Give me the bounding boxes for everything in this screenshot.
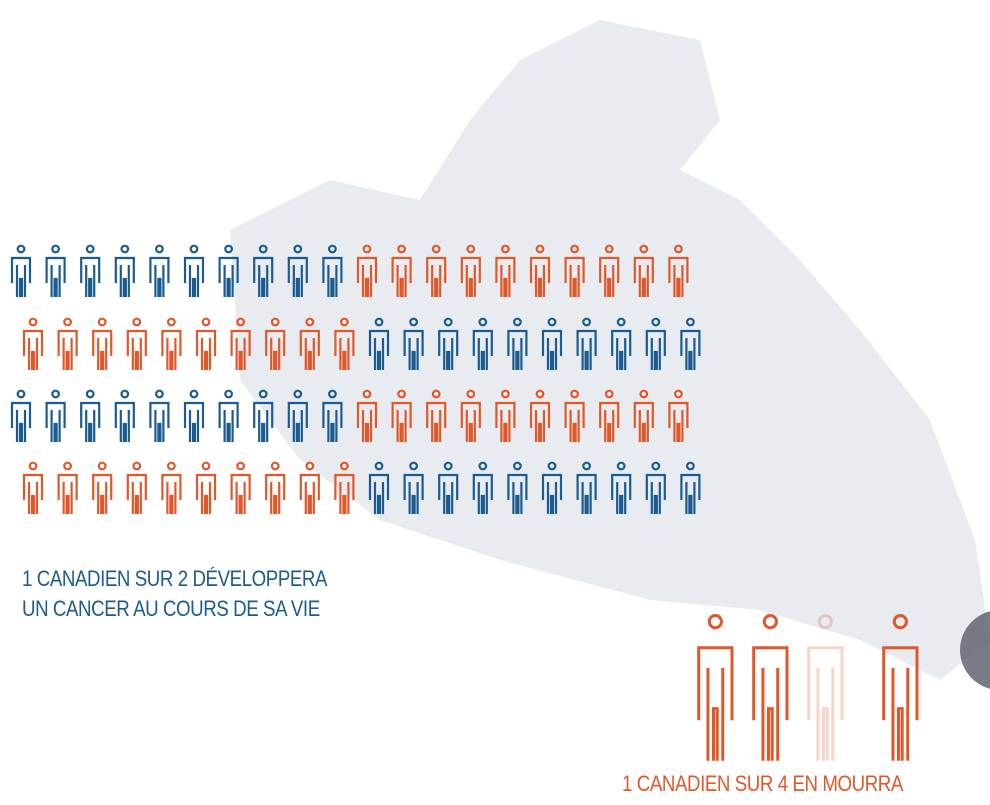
page: {"infographic": {"caption_1": {"line_1":… xyxy=(0,0,990,805)
person-icon xyxy=(266,463,284,514)
icon-part xyxy=(64,463,71,470)
icon-part xyxy=(93,331,111,370)
person-icon xyxy=(128,319,146,370)
icon-part xyxy=(203,463,210,470)
icon-part xyxy=(52,391,59,398)
map-background xyxy=(230,20,990,680)
person-icon xyxy=(699,615,732,760)
icon-part xyxy=(99,319,106,326)
icon-part xyxy=(47,403,65,442)
graphic xyxy=(0,0,990,805)
icon-part xyxy=(168,319,175,326)
icon-part xyxy=(150,258,168,297)
icon-part xyxy=(197,475,215,514)
icon-part xyxy=(12,403,30,442)
icon-part xyxy=(99,463,106,470)
icon-part xyxy=(128,331,146,370)
icon-part xyxy=(18,391,25,398)
icon-part xyxy=(30,319,37,326)
icon-part xyxy=(301,475,319,514)
icon-part xyxy=(225,246,232,253)
person-icon xyxy=(93,319,111,370)
icon-part xyxy=(168,463,175,470)
icon-part xyxy=(128,475,146,514)
icon-part xyxy=(185,258,203,297)
person-icon xyxy=(754,615,787,760)
icon-part xyxy=(134,319,141,326)
caption-line: UN CANCER AU COURS DE SA VIE xyxy=(22,596,320,622)
icon-part xyxy=(191,391,198,398)
icon-part xyxy=(809,648,842,761)
icon-part xyxy=(232,475,250,514)
icon-part xyxy=(266,475,284,514)
icon-part xyxy=(156,391,163,398)
icon-part xyxy=(47,258,65,297)
icon-part xyxy=(59,475,77,514)
person-icon xyxy=(24,319,42,370)
icon-part xyxy=(52,246,59,253)
person-icon xyxy=(197,463,215,514)
person-icon xyxy=(162,319,180,370)
person-icon xyxy=(185,246,203,297)
icon-part xyxy=(116,403,134,442)
person-icon xyxy=(116,246,134,297)
person-icon xyxy=(162,463,180,514)
icon-part xyxy=(156,246,163,253)
icon-part xyxy=(59,331,77,370)
icon-part xyxy=(162,475,180,514)
icon-part xyxy=(64,319,71,326)
person-icon xyxy=(232,463,250,514)
icon-part xyxy=(150,403,168,442)
person-icon xyxy=(220,391,238,442)
icon-part xyxy=(699,648,732,761)
icon-part xyxy=(272,463,279,470)
icon-part xyxy=(122,391,129,398)
icon-part xyxy=(191,246,198,253)
person-icon xyxy=(47,391,65,442)
person-icon xyxy=(24,463,42,514)
icon-part xyxy=(87,391,94,398)
icon-part xyxy=(81,258,99,297)
icon-part xyxy=(220,403,238,442)
icon-part xyxy=(185,403,203,442)
icon-part xyxy=(197,331,215,370)
icon-part xyxy=(764,615,776,627)
icon-part xyxy=(18,246,25,253)
icon-part xyxy=(162,331,180,370)
icon-part xyxy=(24,475,42,514)
person-icon xyxy=(809,615,842,760)
person-icon xyxy=(197,319,215,370)
icon-part xyxy=(93,475,111,514)
person-icon xyxy=(185,391,203,442)
person-icon xyxy=(12,246,30,297)
person-icon xyxy=(150,391,168,442)
person-icon xyxy=(150,246,168,297)
icon-part xyxy=(87,246,94,253)
icon-part xyxy=(709,615,721,627)
person-icon xyxy=(81,246,99,297)
icon-part xyxy=(30,463,37,470)
person-icon xyxy=(59,463,77,514)
person-icon xyxy=(128,463,146,514)
person-icon xyxy=(93,463,111,514)
person-icon xyxy=(59,319,77,370)
icon-part xyxy=(134,463,141,470)
icon-part xyxy=(116,258,134,297)
icon-part xyxy=(237,463,244,470)
icon-part xyxy=(203,319,210,326)
person-icon xyxy=(47,246,65,297)
icon-part xyxy=(122,246,129,253)
person-icon xyxy=(81,391,99,442)
caption: 1 CANADIEN SUR 4 EN MOURRA xyxy=(622,771,903,797)
person-icon xyxy=(116,391,134,442)
caption-line: 1 CANADIEN SUR 2 DÉVELOPPERA xyxy=(22,566,327,592)
icon-part xyxy=(24,331,42,370)
person-icon xyxy=(12,391,30,442)
icon-part xyxy=(754,648,787,761)
icon-part xyxy=(81,403,99,442)
icon-part xyxy=(12,258,30,297)
icon-part xyxy=(225,391,232,398)
